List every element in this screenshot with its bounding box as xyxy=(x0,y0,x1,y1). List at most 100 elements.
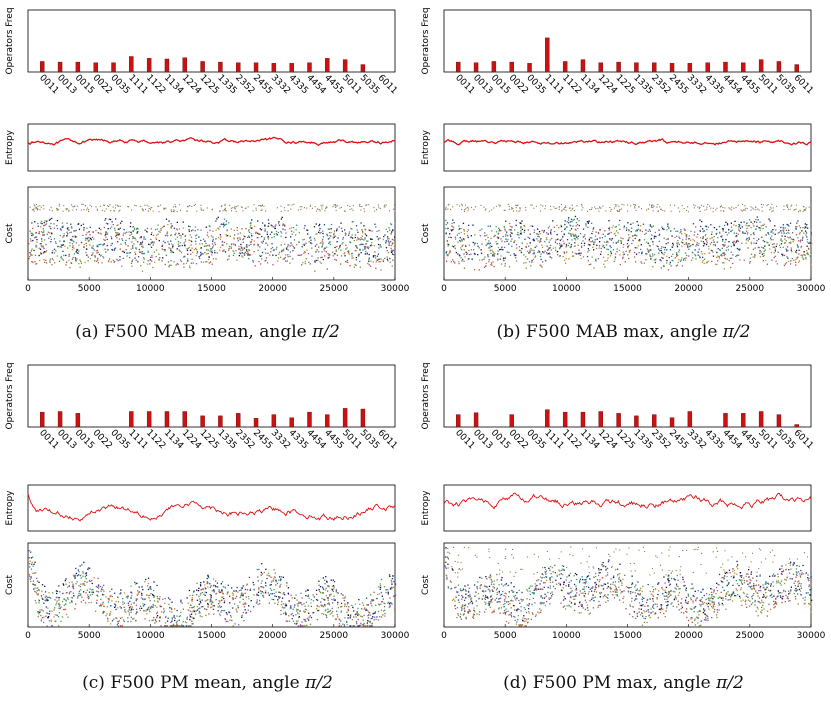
cost-point xyxy=(259,600,260,601)
cost-point xyxy=(593,242,594,243)
cost-x-tick-label: 25000 xyxy=(736,284,765,294)
cost-point xyxy=(293,246,294,247)
cost-point xyxy=(245,589,246,590)
cost-point xyxy=(40,226,41,227)
cost-point xyxy=(733,241,734,242)
cost-point xyxy=(130,222,131,223)
cost-top-point xyxy=(265,211,266,212)
cost-point xyxy=(99,244,100,245)
cost-point xyxy=(211,607,212,608)
cost-point xyxy=(162,248,163,249)
cost-point xyxy=(663,247,664,248)
cost-point xyxy=(247,251,248,252)
cost-point xyxy=(322,592,323,593)
cost-point xyxy=(152,267,153,268)
cost-point xyxy=(347,617,348,618)
cost-point xyxy=(107,239,108,240)
cost-point xyxy=(49,620,50,621)
cost-point xyxy=(542,267,543,268)
cost-point xyxy=(203,581,204,582)
cost-point xyxy=(487,237,488,238)
cost-top-point xyxy=(572,208,573,209)
cost-point xyxy=(123,619,124,620)
cost-point xyxy=(275,573,276,574)
cost-point xyxy=(462,259,463,260)
cost-point xyxy=(289,621,290,622)
cost-point xyxy=(241,228,242,229)
cost-point xyxy=(358,255,359,256)
cost-point xyxy=(604,247,605,248)
cost-top-point xyxy=(633,204,634,205)
cost-point xyxy=(698,243,699,244)
cost-point xyxy=(528,229,529,230)
entropy-axes-frame xyxy=(28,485,395,531)
cost-point xyxy=(168,261,169,262)
cost-point xyxy=(686,236,687,237)
cost-top-point xyxy=(136,205,137,206)
cost-point xyxy=(370,239,371,240)
cost-point xyxy=(315,245,316,246)
cost-point xyxy=(314,226,315,227)
cost-point xyxy=(689,235,690,236)
cost-point xyxy=(196,253,197,254)
cost-point xyxy=(46,221,47,222)
cost-point xyxy=(120,589,121,590)
cost-point xyxy=(488,243,489,244)
cost-top-point xyxy=(293,204,294,205)
cost-point xyxy=(272,264,273,265)
cost-point xyxy=(551,257,552,258)
cost-point xyxy=(64,246,65,247)
cost-point xyxy=(505,263,506,264)
cost-point xyxy=(170,241,171,242)
cost-point xyxy=(51,625,52,626)
cost-point xyxy=(365,610,366,611)
cost-point xyxy=(159,598,160,599)
cost-point xyxy=(697,242,698,243)
cost-point xyxy=(171,227,172,228)
cost-point xyxy=(573,236,574,237)
cost-point xyxy=(565,220,566,221)
cost-point xyxy=(321,251,322,252)
cost-point xyxy=(245,593,246,594)
cost-point xyxy=(132,259,133,260)
cost-point xyxy=(212,247,213,248)
cost-point xyxy=(135,248,136,249)
cost-point xyxy=(135,239,136,240)
cost-point xyxy=(368,611,369,612)
cost-point xyxy=(384,615,385,616)
cost-point xyxy=(118,601,119,602)
cost-point xyxy=(89,240,90,241)
cost-x-tick-label: 0 xyxy=(25,284,31,294)
cost-point xyxy=(280,592,281,593)
cost-top-point xyxy=(174,210,175,211)
cost-point xyxy=(159,620,160,621)
cost-point xyxy=(101,262,102,263)
cost-point xyxy=(685,243,686,244)
cost-point xyxy=(131,266,132,267)
cost-point xyxy=(375,255,376,256)
cost-point xyxy=(518,234,519,235)
cost-point xyxy=(677,244,678,245)
cost-point xyxy=(607,260,608,261)
cost-point xyxy=(124,592,125,593)
cost-point xyxy=(121,238,122,239)
cost-point xyxy=(517,234,518,235)
cost-point xyxy=(302,246,303,247)
cost-point xyxy=(74,578,75,579)
cost-point xyxy=(231,248,232,249)
cost-top-point xyxy=(649,204,650,205)
cost-point xyxy=(286,582,287,583)
freq-bar xyxy=(165,412,169,428)
cost-point xyxy=(344,253,345,254)
cost-point xyxy=(468,258,469,259)
cost-point xyxy=(226,621,227,622)
cost-top-point xyxy=(109,204,110,205)
freq-bar xyxy=(361,65,365,72)
cost-point xyxy=(628,240,629,241)
cost-top-point xyxy=(37,208,38,209)
cost-point xyxy=(724,225,725,226)
cost-point xyxy=(540,240,541,241)
cost-point xyxy=(602,246,603,247)
cost-point xyxy=(248,596,249,597)
cost-point xyxy=(666,239,667,240)
